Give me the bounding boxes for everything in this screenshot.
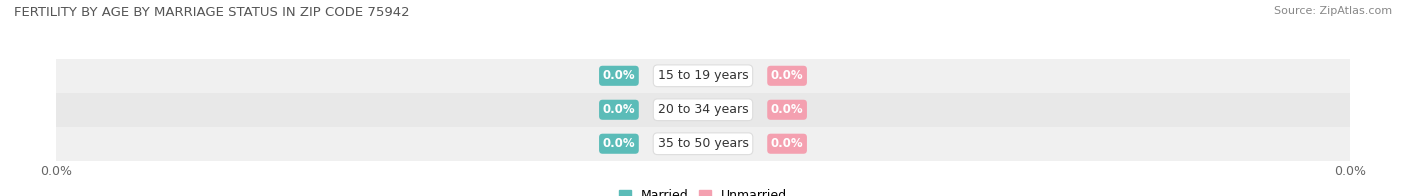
Text: Source: ZipAtlas.com: Source: ZipAtlas.com [1274,6,1392,16]
Text: 0.0%: 0.0% [770,69,803,82]
Text: 35 to 50 years: 35 to 50 years [658,137,748,150]
Text: 0.0%: 0.0% [603,69,636,82]
Legend: Married, Unmarried: Married, Unmarried [613,184,793,196]
Text: 0.0%: 0.0% [603,103,636,116]
Bar [56,59,1350,93]
Text: 20 to 34 years: 20 to 34 years [658,103,748,116]
Text: 15 to 19 years: 15 to 19 years [658,69,748,82]
Bar [56,93,1350,127]
Text: 0.0%: 0.0% [770,137,803,150]
Text: 0.0%: 0.0% [603,137,636,150]
Text: 0.0%: 0.0% [770,103,803,116]
Text: FERTILITY BY AGE BY MARRIAGE STATUS IN ZIP CODE 75942: FERTILITY BY AGE BY MARRIAGE STATUS IN Z… [14,6,409,19]
Bar [56,127,1350,161]
